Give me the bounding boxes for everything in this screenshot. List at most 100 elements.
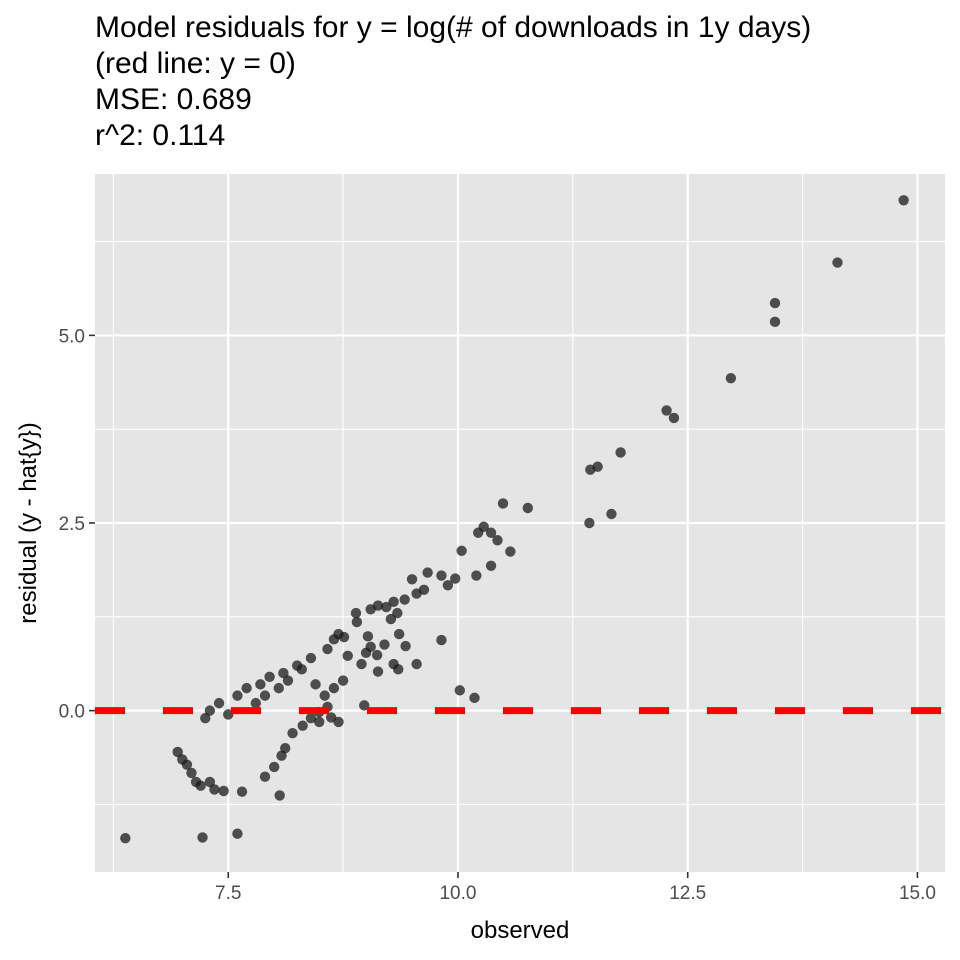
data-point [328, 634, 340, 645]
y-tick-label: 0.0 [59, 702, 85, 723]
x-axis-title: observed [471, 917, 570, 944]
data-point [898, 195, 909, 206]
data-point [305, 712, 317, 724]
data-point [342, 650, 353, 662]
data-point [337, 675, 349, 686]
data-point [200, 712, 211, 724]
data-point [456, 545, 467, 556]
title-line: (red line: y = 0) [95, 47, 296, 80]
data-point [471, 570, 482, 581]
data-point [385, 613, 397, 625]
data-point [454, 685, 466, 696]
y-axis: 0.0 2.5 5.0 [59, 326, 95, 723]
data-point [436, 570, 447, 581]
y-axis-title: residual (y - hat{y}) [15, 422, 42, 623]
data-point [287, 727, 298, 739]
data-point [359, 700, 370, 711]
data-point [381, 601, 392, 613]
data-point [282, 675, 294, 686]
data-point [264, 671, 275, 683]
data-point [472, 527, 484, 538]
x-tick-label: 10.0 [439, 883, 476, 904]
data-point [388, 596, 399, 608]
data-point [351, 616, 363, 628]
data-point [668, 412, 680, 424]
data-point [314, 716, 325, 728]
data-point [209, 784, 220, 795]
title-line: MSE: 0.689 [95, 83, 252, 116]
data-point [241, 682, 252, 694]
data-point [232, 828, 243, 839]
y-tick-label: 5.0 [59, 326, 85, 347]
data-point [218, 785, 229, 797]
data-points [120, 195, 909, 844]
data-point [371, 649, 383, 661]
x-axis: 7.5 10.0 12.5 15.0 [215, 872, 936, 904]
data-point [769, 316, 781, 328]
data-point [362, 631, 374, 642]
data-point [400, 640, 411, 652]
data-point [661, 405, 672, 416]
data-point [181, 759, 193, 770]
data-point [497, 498, 509, 509]
data-point [469, 692, 480, 704]
data-point [411, 658, 422, 670]
x-tick-label: 15.0 [899, 883, 936, 904]
data-point [485, 560, 497, 571]
data-point [333, 716, 344, 728]
data-point [305, 652, 317, 664]
data-point [422, 567, 433, 578]
data-point [319, 690, 330, 701]
data-point [450, 573, 461, 584]
data-point [584, 517, 595, 529]
title-line: r^2: 0.114 [95, 119, 226, 152]
data-point [278, 667, 289, 679]
data-point [250, 697, 262, 709]
data-point [297, 720, 308, 731]
data-point [356, 658, 367, 670]
data-point [338, 631, 350, 643]
title-line: Model residuals for y = log(# of downloa… [95, 11, 812, 44]
data-point [322, 643, 333, 655]
data-point [223, 709, 234, 720]
data-point [197, 832, 208, 843]
data-point [393, 664, 404, 675]
data-point [379, 639, 390, 650]
data-point [832, 257, 843, 268]
data-point [399, 594, 410, 605]
data-point [213, 697, 225, 709]
data-point [615, 447, 626, 458]
data-point [273, 682, 284, 694]
data-point [255, 679, 266, 690]
data-point [310, 679, 321, 690]
data-point [204, 705, 216, 716]
data-point [204, 776, 216, 788]
data-point [232, 690, 243, 701]
data-point [372, 666, 384, 677]
data-point [436, 634, 447, 646]
data-point [585, 464, 596, 475]
data-point [236, 786, 248, 797]
data-point [406, 574, 418, 585]
data-point [492, 535, 503, 546]
data-point [485, 527, 497, 538]
data-point [195, 780, 206, 791]
data-point [725, 372, 737, 384]
x-tick-label: 12.5 [669, 883, 706, 904]
data-point [268, 761, 280, 773]
data-point [296, 664, 307, 675]
data-point [259, 771, 271, 782]
data-point [365, 604, 376, 615]
data-point [393, 628, 405, 640]
data-point [259, 690, 271, 701]
y-tick-label: 2.5 [59, 514, 85, 535]
data-point [411, 588, 422, 599]
data-point [186, 767, 197, 779]
chart-title: Model residuals for y = log(# of downloa… [95, 10, 811, 154]
data-point [276, 750, 287, 761]
data-point [442, 580, 454, 591]
data-point [120, 833, 131, 844]
data-point [328, 682, 340, 694]
data-point [172, 746, 183, 758]
